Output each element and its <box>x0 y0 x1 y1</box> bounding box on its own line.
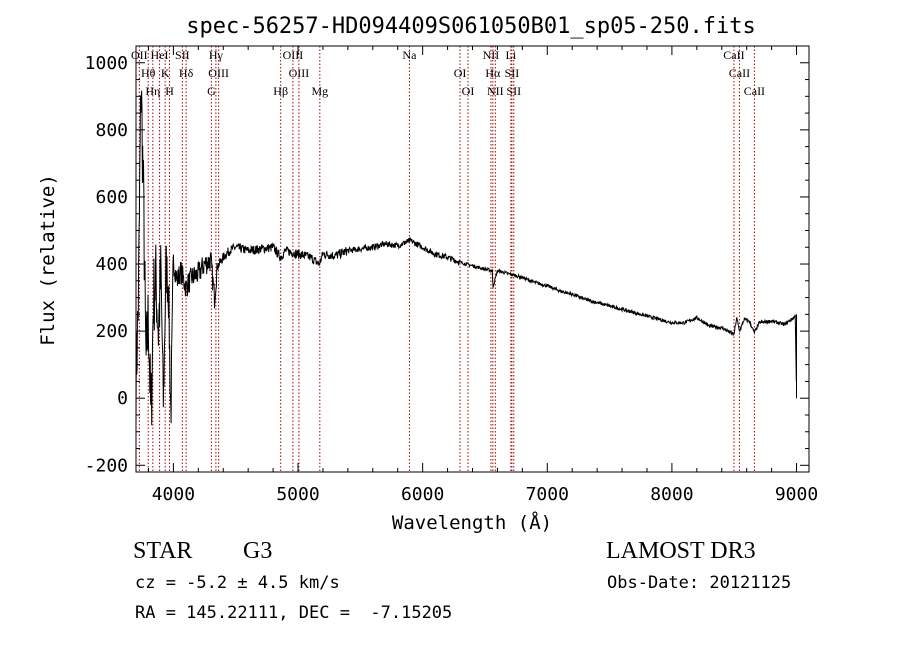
x-tick-label: 6000 <box>401 484 444 505</box>
spectral-line-label: Hη <box>145 84 160 98</box>
spectral-line-label: CaII <box>723 48 744 62</box>
spectral-line-label: CaII <box>729 66 750 80</box>
survey-label: LAMOST DR3 <box>606 538 756 565</box>
spectral-line-label: SII <box>175 48 190 62</box>
spectral-line-label: OI <box>462 84 475 98</box>
chart-title: spec-56257-HD094409S061050B01_sp05-250.f… <box>186 14 756 39</box>
spectral-line-label: Li <box>506 48 517 62</box>
spectral-line-label: NII <box>487 84 504 98</box>
spectral-line-label: SII <box>506 84 521 98</box>
spectral-line-label: NII <box>483 48 500 62</box>
y-tick-label: 600 <box>95 187 128 208</box>
flux-series <box>136 91 797 426</box>
spectral-line-label: Hγ <box>209 48 224 62</box>
spectral-line-label: G <box>207 84 216 98</box>
spectral-line-label: SII <box>505 66 520 80</box>
y-axis-label: Flux (relative) <box>37 174 59 346</box>
y-tick-label: 800 <box>95 120 128 141</box>
plot-frame <box>136 46 809 472</box>
spectral-line-label: Hδ <box>179 66 194 80</box>
spectral-line-label: Hθ <box>141 66 156 80</box>
spectral-line-label: K <box>161 66 170 80</box>
object-subclass: G3 <box>243 538 272 565</box>
spectral-line-label: H <box>165 84 174 98</box>
spectral-line-label: OIII <box>283 48 304 62</box>
spectral-line-label: OII <box>131 48 148 62</box>
y-tick-label: 0 <box>117 388 128 409</box>
spectral-line-label: Na <box>402 48 417 62</box>
spectral-line-label: OI <box>454 66 467 80</box>
spectral-line-labels: OIIHθHηHeIKHSIIHδGHγOIIIHβOIIIOIIIMgNaOI… <box>131 48 765 98</box>
spectral-line-label: Hα <box>485 66 501 80</box>
spectral-line-label: OIII <box>208 66 229 80</box>
x-tick-label: 7000 <box>526 484 569 505</box>
x-tick-label: 9000 <box>775 484 818 505</box>
y-tick-label: -200 <box>85 455 128 476</box>
spectral-line-label: CaII <box>744 84 765 98</box>
redshift-velocity: cz = -5.2 ± 4.5 km/s <box>135 573 340 593</box>
y-tick-label: 400 <box>95 254 128 275</box>
x-tick-label: 4000 <box>152 484 195 505</box>
flux-line <box>136 91 797 426</box>
spectral-line-label: Hβ <box>273 84 288 98</box>
spectral-line-markers <box>139 46 754 472</box>
x-tick-label: 8000 <box>650 484 693 505</box>
spectral-line-label: HeI <box>151 48 169 62</box>
y-tick-label: 1000 <box>85 53 128 74</box>
spectral-line-label: Mg <box>311 84 328 98</box>
x-axis-label: Wavelength (Å) <box>392 511 552 534</box>
x-tick-label: 5000 <box>276 484 319 505</box>
spectral-line-label: OIII <box>289 66 310 80</box>
y-tick-label: 200 <box>95 321 128 342</box>
coordinates: RA = 145.22111, DEC = -7.15205 <box>135 603 452 623</box>
object-class: STAR <box>133 538 192 565</box>
observation-date: Obs-Date: 20121125 <box>607 573 791 593</box>
